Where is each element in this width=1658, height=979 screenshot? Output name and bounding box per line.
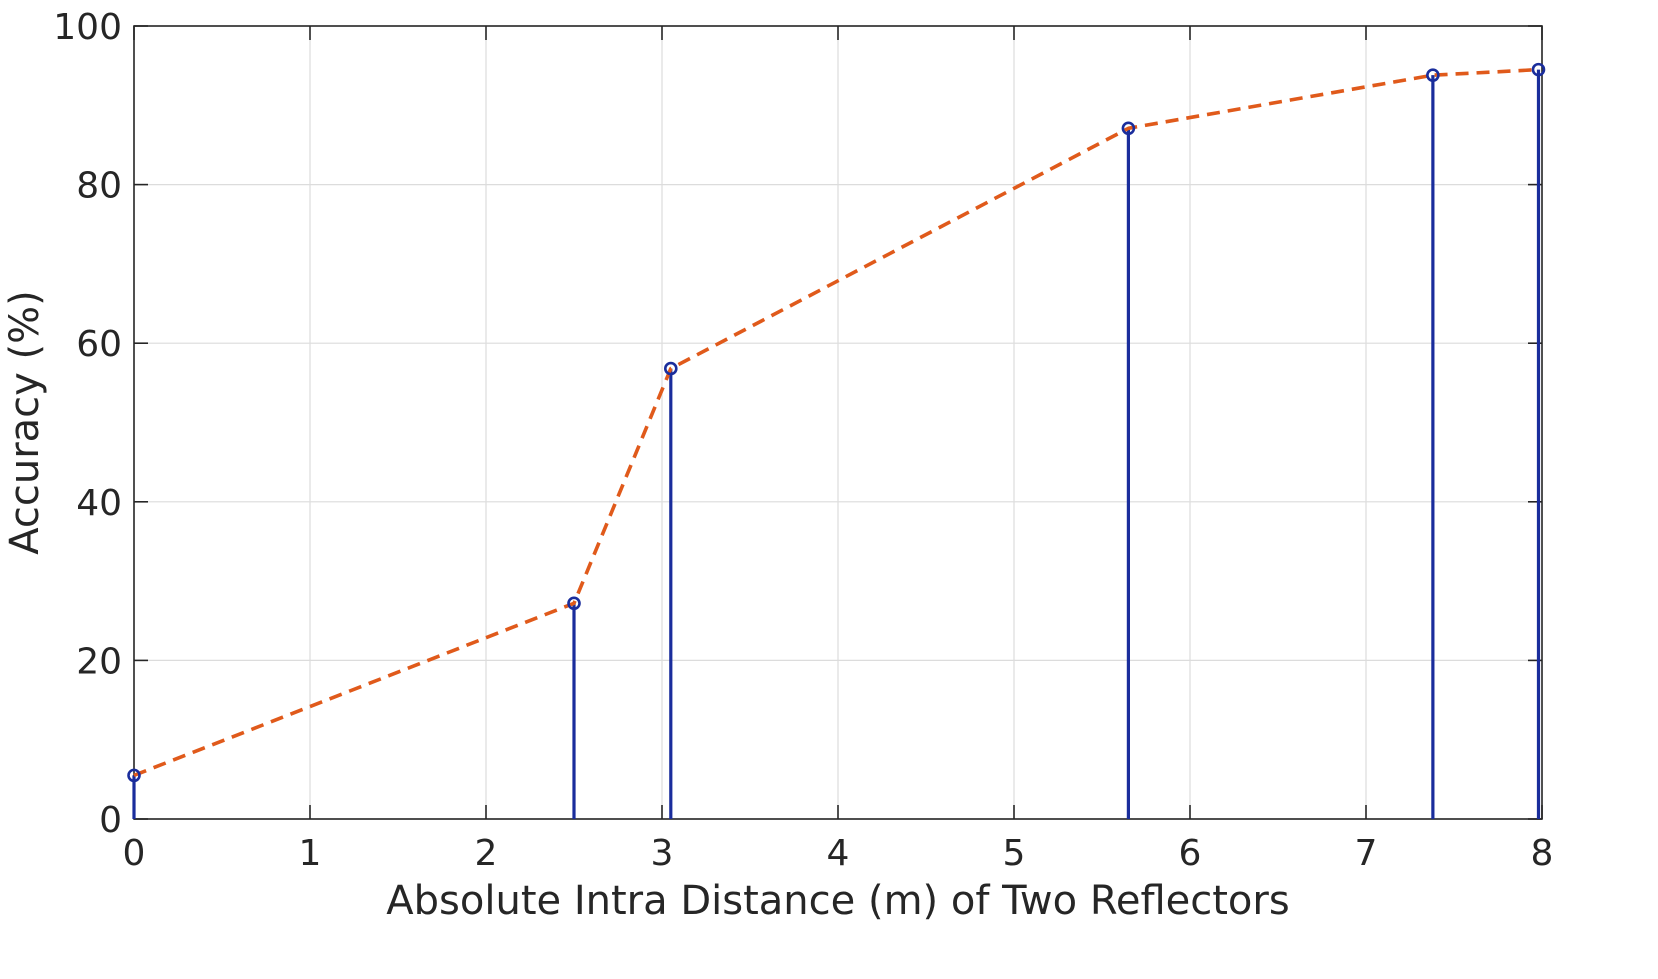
x-tick-label: 8	[1531, 833, 1554, 874]
stem-marker	[1531, 62, 1546, 77]
stem-marker	[1426, 68, 1440, 82]
stem-marker	[127, 768, 141, 783]
x-tick-label: 4	[827, 833, 850, 874]
y-tick-label: 20	[76, 641, 122, 682]
x-tick-label: 6	[1179, 833, 1202, 874]
x-tick-label: 5	[1003, 833, 1026, 874]
x-tick-label: 7	[1355, 833, 1378, 874]
y-tick-label: 100	[53, 7, 122, 48]
x-tick-label: 1	[299, 833, 322, 874]
y-tick-label: 0	[99, 800, 122, 841]
stem-marker	[567, 596, 581, 611]
y-axis-title: Accuracy (%)	[2, 290, 48, 555]
tick-marks	[133, 25, 1543, 820]
y-tick-label: 60	[76, 324, 122, 365]
x-axis-title: Absolute Intra Distance (m) of Two Refle…	[386, 878, 1289, 924]
y-tick-label: 40	[76, 483, 122, 524]
x-tick-label: 2	[475, 833, 498, 874]
series-layer	[127, 62, 1546, 819]
stem-marker	[1121, 121, 1136, 136]
y-tick-label: 80	[76, 166, 122, 207]
x-tick-label: 0	[123, 833, 146, 874]
x-tick-label: 3	[651, 833, 674, 874]
stem-marker	[663, 361, 678, 376]
